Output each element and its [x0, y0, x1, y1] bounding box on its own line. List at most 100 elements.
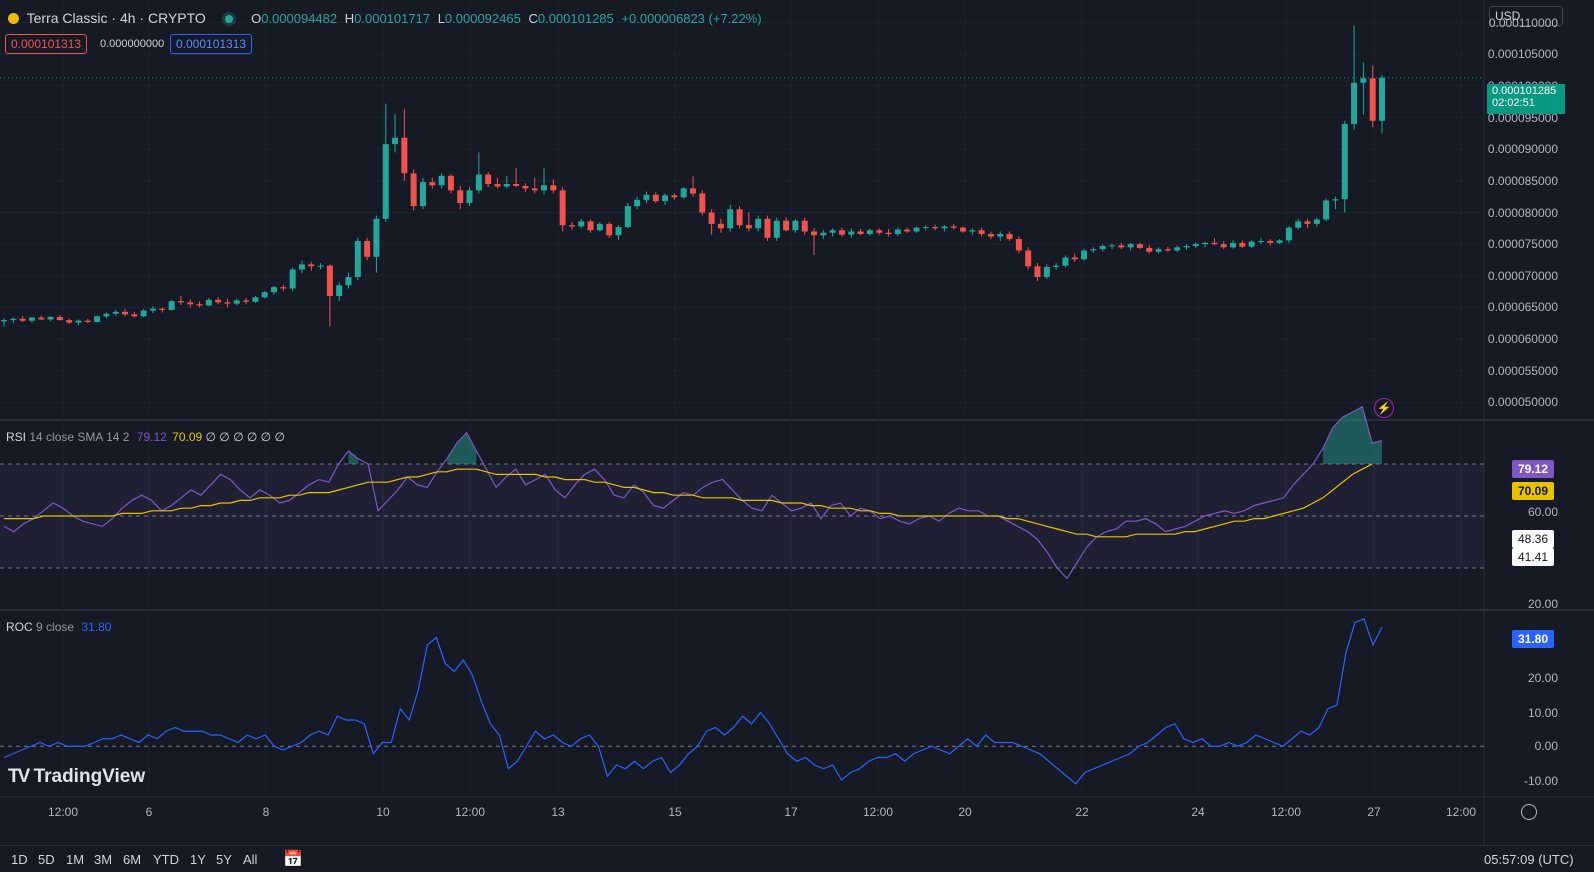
range-5d-button[interactable]: 5D	[38, 852, 55, 867]
candle-body	[308, 264, 315, 267]
utc-clock[interactable]: 05:57:09 (UTC)	[1484, 852, 1574, 867]
candle-body	[168, 301, 175, 310]
symbol-legend[interactable]: Terra Classic · 4h · CRYPTO O0.000094482…	[8, 10, 762, 26]
candle-body	[904, 229, 911, 232]
candle-body	[792, 220, 799, 231]
roc-value: 31.80	[81, 620, 112, 634]
candle-body	[866, 230, 873, 235]
coin-logo-icon	[8, 13, 19, 24]
range-all-button[interactable]: All	[243, 852, 258, 867]
time-axis-label: 6	[145, 805, 153, 819]
candle-body	[419, 182, 426, 207]
lightning-icon[interactable]: ⚡	[1374, 398, 1394, 418]
range-ytd-button[interactable]: YTD	[153, 852, 179, 867]
rsi-axis-label: 60.00	[1527, 505, 1558, 519]
candle-body	[1211, 242, 1218, 245]
candle-body	[1351, 82, 1358, 124]
low-value: 0.000092465	[444, 11, 521, 26]
price-axis-label: 0.000050000	[1487, 395, 1558, 410]
candle-body	[568, 225, 575, 227]
candle-body	[652, 194, 659, 202]
candle-body	[261, 292, 268, 298]
candle-body	[699, 193, 706, 213]
range-6m-button[interactable]: 6M	[123, 852, 142, 867]
roc-legend[interactable]: ROC 9 close 31.80	[6, 620, 111, 634]
time-axis-label: 12:00	[1445, 805, 1477, 819]
candle-body	[531, 188, 538, 191]
candle-body	[271, 287, 278, 293]
candle-body	[1323, 200, 1330, 220]
candle-body	[187, 302, 194, 305]
time-axis-label: 10	[376, 805, 390, 819]
rsi-band-background	[0, 464, 1484, 568]
rsi-sma-line	[4, 463, 1373, 538]
candle-body	[1313, 219, 1320, 224]
candle-body	[429, 182, 436, 186]
candle-body	[336, 285, 343, 297]
range-1m-button[interactable]: 1M	[66, 852, 85, 867]
roc-value-tag: 31.80	[1512, 630, 1555, 648]
price-axis-label: 0.000085000	[1487, 173, 1558, 188]
roc-label: ROC	[6, 620, 33, 634]
candle-body	[177, 301, 184, 303]
candle-body	[289, 269, 296, 289]
candle-body	[1267, 240, 1274, 243]
candle-body	[196, 304, 203, 306]
candle-body	[298, 264, 305, 270]
price-axis-label: 0.000080000	[1487, 205, 1558, 220]
candle-body	[475, 174, 482, 191]
range-5y-button[interactable]: 5Y	[216, 852, 232, 867]
candle-body	[215, 299, 222, 303]
candle-body	[755, 218, 762, 229]
candle-body	[838, 230, 845, 235]
candle-body	[1202, 242, 1209, 245]
candle-body	[1239, 242, 1246, 247]
roc-axis-label: -10.00	[1523, 774, 1558, 788]
tradingview-logo[interactable]: TV TradingView	[8, 766, 145, 788]
range-1d-button[interactable]: 1D	[11, 852, 28, 867]
candle-body	[513, 184, 520, 186]
date-range-calendar-icon[interactable]: 📅	[283, 851, 303, 868]
rsi-value: 79.12	[136, 430, 167, 444]
candle-body	[94, 316, 101, 322]
sell-button[interactable]: 0.000101313	[5, 34, 88, 54]
last-price-value: 0.000101285	[1492, 85, 1557, 97]
candle-body	[783, 220, 790, 231]
candle-body	[1043, 266, 1050, 278]
candle-body	[708, 212, 715, 224]
candle-body	[19, 318, 26, 321]
candle-body	[671, 195, 678, 198]
rsi-level-tag: 48.36	[1512, 530, 1555, 548]
candle-body	[811, 231, 818, 236]
candle-body	[494, 184, 501, 187]
range-3m-button[interactable]: 3M	[94, 852, 113, 867]
candle-body	[727, 209, 734, 229]
candle-body	[1332, 199, 1339, 201]
candle-body	[690, 188, 696, 194]
candle-body	[596, 223, 603, 231]
price-axis-label: 0.000090000	[1487, 142, 1558, 157]
range-1y-button[interactable]: 1Y	[190, 852, 206, 867]
candle-body	[1071, 257, 1078, 260]
price-axis-label: 0.000070000	[1487, 268, 1558, 283]
candle-body	[112, 311, 119, 314]
buy-button[interactable]: 0.000101313	[170, 34, 253, 54]
rsi-legend[interactable]: RSI 14 close SMA 14 2 79.12 70.09 ∅ ∅ ∅ …	[6, 430, 285, 444]
candle-body	[503, 184, 510, 187]
settings-gear-icon[interactable]	[1521, 804, 1537, 820]
last-price-tag: 0.000101285 02:02:51	[1487, 84, 1565, 114]
candle-body	[587, 221, 594, 231]
candle-body	[1295, 221, 1302, 228]
candle-body	[1062, 257, 1069, 266]
candle-body	[764, 218, 771, 238]
currency-select[interactable]: USD	[1489, 6, 1563, 26]
candle-body	[457, 190, 464, 204]
candle-body	[392, 137, 399, 145]
candle-body	[736, 209, 743, 226]
candle-body	[550, 185, 557, 191]
candle-body	[1034, 266, 1041, 278]
candle-body	[820, 232, 827, 236]
candle-body	[401, 137, 408, 174]
candle-body	[373, 218, 380, 257]
